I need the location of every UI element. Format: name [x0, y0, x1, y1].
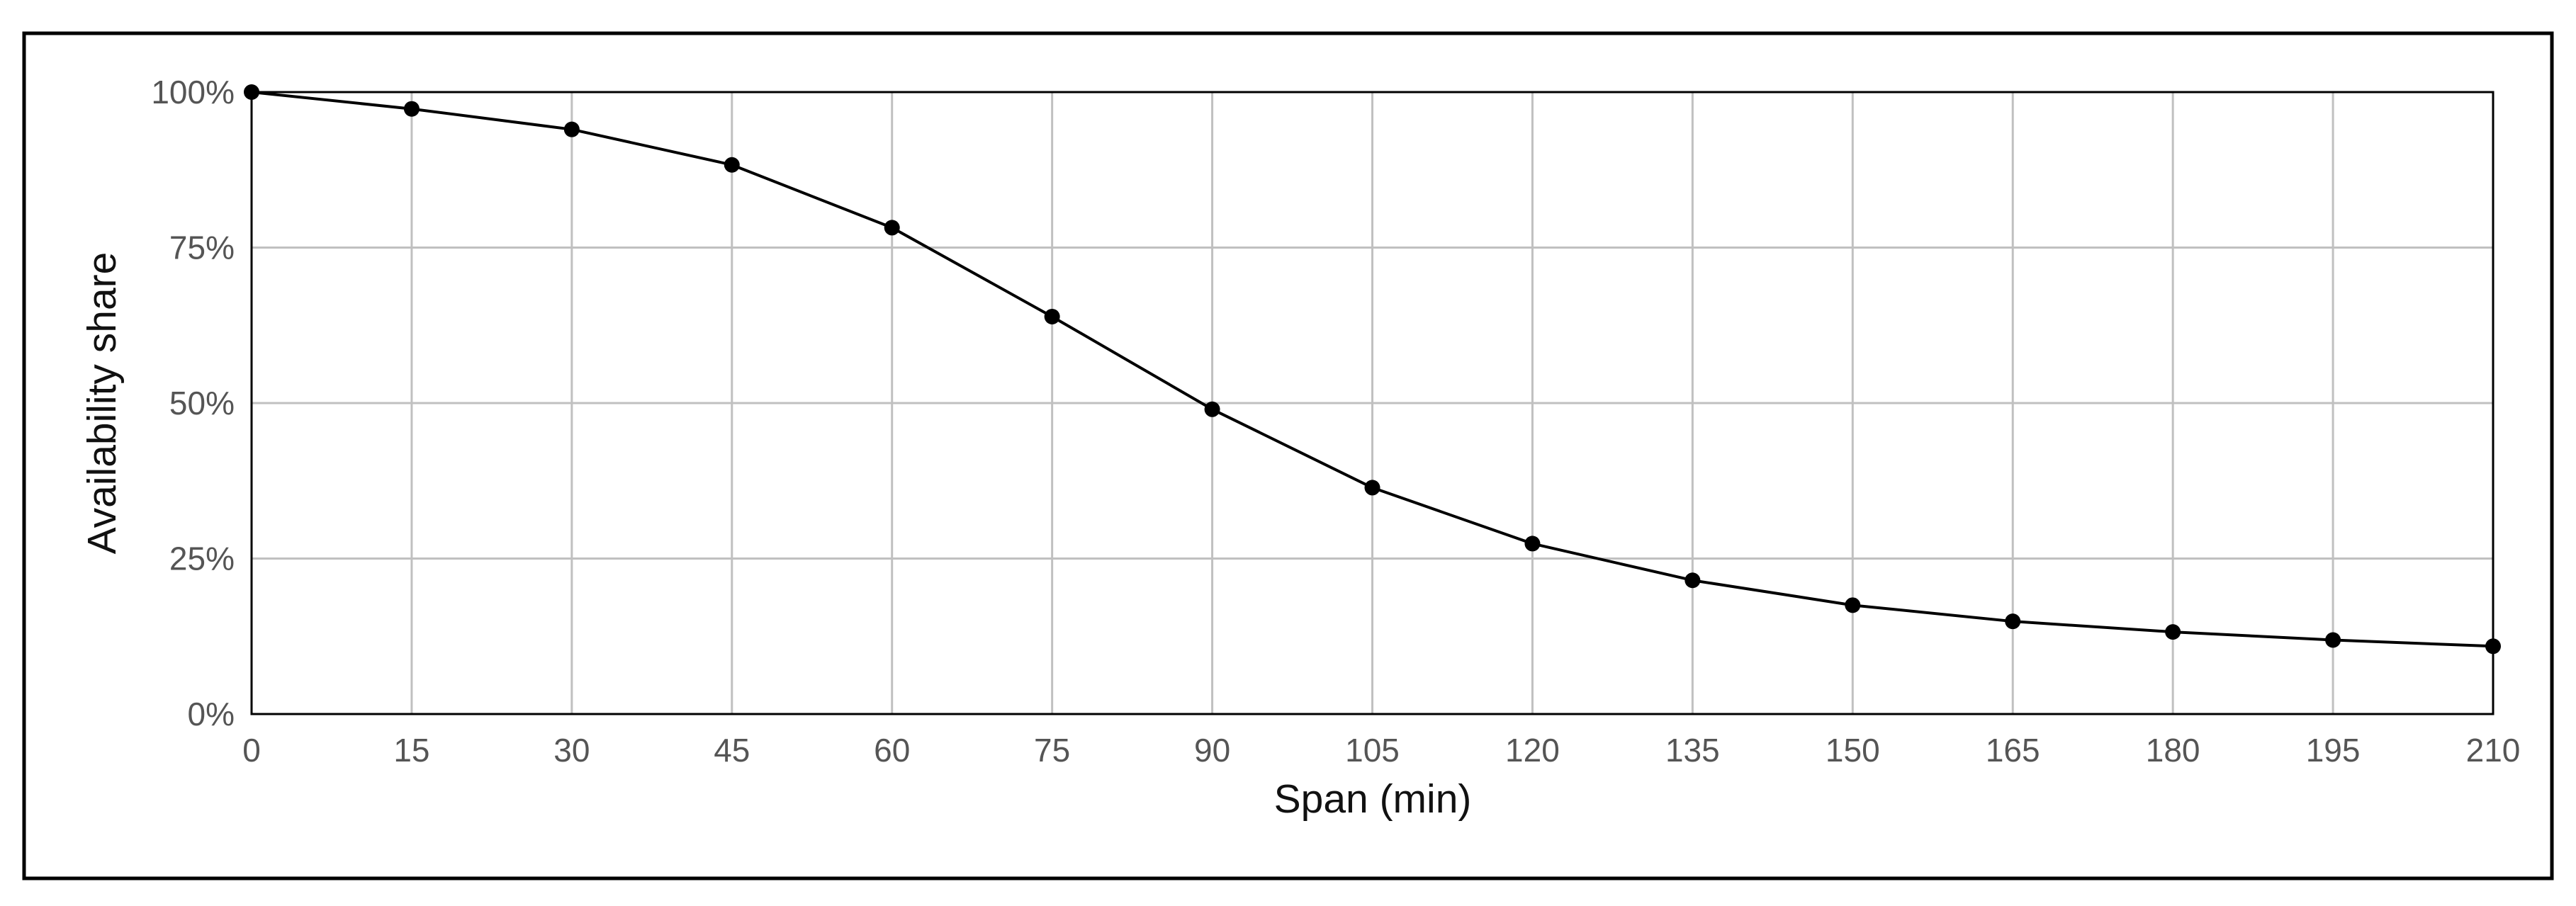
data-point: [2165, 624, 2181, 640]
x-tick-label: 60: [874, 732, 910, 769]
x-tick-label: 210: [2466, 732, 2521, 769]
y-axis-title: Availability share: [79, 252, 125, 555]
y-tick-labels: 0% 25% 50% 75% 100%: [151, 74, 235, 732]
data-point: [403, 101, 420, 117]
y-tick-label: 100%: [151, 74, 235, 111]
y-tick-label: 0%: [188, 696, 235, 732]
data-point: [244, 84, 259, 100]
data-point: [2005, 613, 2021, 630]
x-tick-label: 135: [1665, 732, 1720, 769]
data-point: [1524, 536, 1541, 552]
x-tick-label: 75: [1034, 732, 1070, 769]
data-point: [563, 121, 580, 137]
data-point: [1684, 572, 1701, 589]
y-tick-label: 75%: [169, 230, 235, 266]
x-tick-label: 45: [714, 732, 750, 769]
y-tick-label: 50%: [169, 385, 235, 421]
data-point: [884, 220, 900, 236]
x-tick-label: 15: [393, 732, 429, 769]
x-tick-labels: 0 15 30 45 60 75 90 105 120 135 150 165 180 195 210: [242, 732, 2520, 769]
x-tick-label: 165: [1986, 732, 2040, 769]
x-tick-label: 180: [2146, 732, 2200, 769]
data-point: [1845, 597, 1861, 613]
data-point: [724, 157, 740, 173]
data-point: [1044, 308, 1060, 324]
x-tick-label: 90: [1194, 732, 1230, 769]
data-point: [1204, 401, 1220, 417]
x-tick-label: 0: [242, 732, 261, 769]
data-point: [2325, 632, 2341, 648]
data-point: [2485, 638, 2501, 655]
series-layer: [244, 84, 2501, 655]
x-tick-label: 195: [2306, 732, 2361, 769]
y-tick-label: 25%: [169, 540, 235, 577]
x-axis-title: Span (min): [1274, 776, 1472, 822]
x-tick-label: 120: [1505, 732, 1560, 769]
x-tick-label: 150: [1826, 732, 1880, 769]
plot-area-border: [250, 91, 2495, 715]
x-tick-label: 30: [553, 732, 590, 769]
x-tick-label: 105: [1345, 732, 1400, 769]
data-point: [1364, 480, 1380, 496]
outer-frame: [22, 31, 2554, 880]
